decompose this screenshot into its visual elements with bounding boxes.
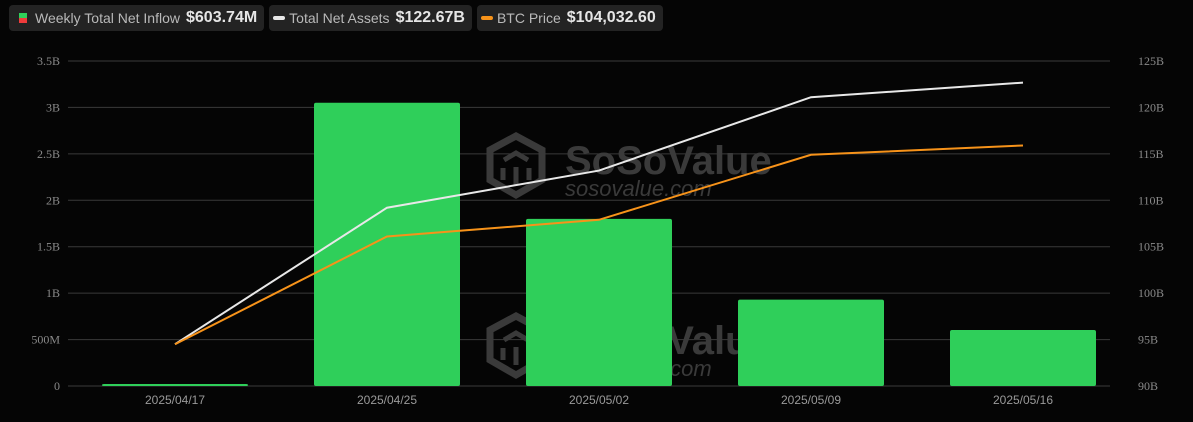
legend-label: Total Net Assets — [289, 10, 390, 26]
legend-item-total-net-assets[interactable]: Total Net Assets $122.67B — [269, 5, 472, 31]
legend: Weekly Total Net Inflow $603.74M Total N… — [9, 5, 663, 31]
right-axis-tick: 105B — [1138, 240, 1164, 254]
bar-swatch-icon — [19, 13, 27, 23]
left-axis: 0 500M 1B 1.5B 2B 2.5B 3B 3.5B — [31, 54, 60, 393]
legend-item-btc-price[interactable]: BTC Price $104,032.60 — [476, 5, 663, 31]
left-axis-tick: 3B — [46, 100, 60, 114]
inflow-bar[interactable] — [950, 329, 1096, 386]
left-axis-tick: 1.5B — [37, 240, 60, 254]
x-axis-tick: 2025/05/02 — [569, 393, 629, 407]
x-axis-tick: 2025/04/17 — [145, 393, 205, 407]
inflow-bar[interactable] — [738, 299, 884, 386]
legend-value: $122.67B — [395, 9, 465, 26]
btc-price-line — [174, 144, 1024, 346]
right-axis-tick: 125B — [1138, 54, 1164, 68]
right-axis-tick: 95B — [1138, 333, 1158, 347]
legend-value: $603.74M — [186, 9, 258, 26]
x-axis: 2025/04/17 2025/04/25 2025/05/02 2025/05/09… — [145, 393, 1053, 407]
total-net-assets-line — [174, 81, 1024, 346]
bar-series — [102, 102, 1096, 387]
right-axis-tick: 100B — [1138, 286, 1164, 300]
inflow-bar[interactable] — [314, 102, 460, 387]
watermark-url: sosovalue.com — [565, 176, 712, 201]
right-axis-tick: 120B — [1138, 100, 1164, 114]
line-swatch-icon — [480, 16, 493, 20]
right-axis-tick: 90B — [1138, 379, 1158, 393]
legend-label: BTC Price — [496, 10, 561, 26]
right-axis-tick: 110B — [1138, 193, 1164, 207]
legend-value: $104,032.60 — [566, 9, 656, 26]
left-axis-tick: 2B — [46, 193, 60, 207]
left-axis-tick: 3.5B — [37, 54, 60, 68]
left-axis-tick: 0 — [54, 379, 60, 393]
left-axis-tick: 1B — [46, 286, 60, 300]
right-axis-tick: 115B — [1138, 147, 1164, 161]
inflow-bar[interactable] — [526, 218, 672, 386]
left-axis-tick: 500M — [31, 333, 60, 347]
x-axis-tick: 2025/05/16 — [993, 393, 1053, 407]
line-swatch-icon — [273, 16, 286, 20]
left-axis-tick: 2.5B — [37, 147, 60, 161]
inflow-bar[interactable] — [102, 384, 248, 386]
x-axis-tick: 2025/05/09 — [781, 393, 841, 407]
legend-label: Weekly Total Net Inflow — [35, 10, 180, 26]
legend-item-weekly-net-inflow[interactable]: Weekly Total Net Inflow $603.74M — [9, 5, 265, 31]
right-axis: 90B 95B 100B 105B 110B 115B 120B 125B — [1138, 54, 1164, 393]
x-axis-tick: 2025/04/25 — [357, 393, 417, 407]
